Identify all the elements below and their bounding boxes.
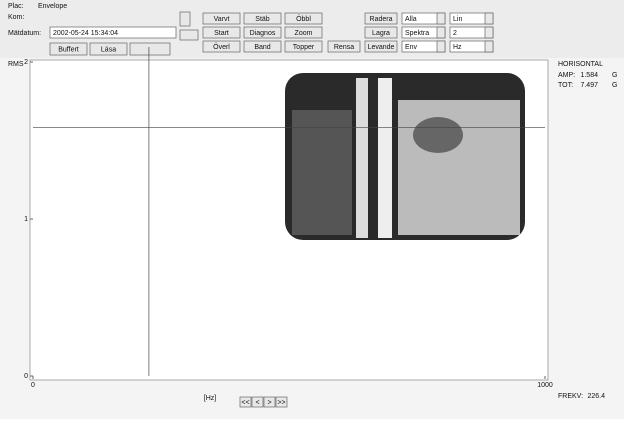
button-label: Levande (368, 44, 395, 51)
label: Plac: (8, 3, 24, 10)
dropdown-arrow[interactable] (437, 13, 445, 24)
readout-value: 226.4 (587, 393, 605, 400)
readout-unit: G (612, 72, 617, 79)
button-label: Stäb (255, 16, 270, 23)
nav-button-label: >> (277, 399, 285, 406)
step[interactable] (180, 30, 198, 40)
button-label: Zoom (295, 30, 313, 37)
dropdown-arrow[interactable] (437, 27, 445, 38)
button-label: Start (214, 30, 229, 37)
x-tick-label: 1000 (537, 382, 553, 389)
y-tick-label: 0 (24, 373, 28, 380)
photo-part (356, 78, 368, 238)
photo-part (292, 110, 352, 235)
label: Kom: (8, 14, 24, 21)
dropdown-value: Alla (405, 16, 417, 23)
readout-value: 1.584 (580, 72, 598, 79)
button-label: Band (254, 44, 270, 51)
dropdown-value: Env (405, 44, 418, 51)
window: Plac: Envelope Kom: Mätdatum: 2002-05-24… (0, 0, 624, 419)
photo-part (398, 100, 520, 235)
x-tick-label: 0 (31, 382, 35, 389)
dropdown-arrow[interactable] (485, 13, 493, 24)
readout-title: HORISONTAL (558, 61, 603, 68)
button-label: Diagnos (250, 30, 276, 37)
photo (285, 73, 525, 240)
page: Plac: Envelope Kom: Mätdatum: 2002-05-24… (0, 0, 624, 419)
dropdown-value: 2 (453, 30, 457, 37)
label: Mätdatum: (8, 30, 41, 37)
readout-value: 7.497 (580, 82, 598, 89)
y-tick-label: 2 (24, 59, 28, 66)
nav-button-label: << (241, 399, 249, 406)
photo-part (378, 78, 392, 238)
button-label: Radera (370, 16, 393, 23)
readout-unit: G (612, 82, 617, 89)
readout-label: TOT: (558, 82, 573, 89)
dropdown-arrow[interactable] (437, 41, 445, 52)
dropdown-value: Spektra (405, 30, 429, 37)
button-label: Rensa (334, 44, 354, 51)
button-label: Buffert (58, 46, 79, 53)
y-axis-label: RMS (8, 61, 24, 68)
dropdown-value: Hz (453, 44, 462, 51)
dropdown-value: Lin (453, 16, 462, 23)
dropdown-arrow[interactable] (485, 27, 493, 38)
readout-label: AMP: (558, 72, 575, 79)
spin[interactable] (180, 12, 190, 26)
button-label: Lagra (372, 30, 390, 37)
date-value: 2002-05-24 15:34:04 (53, 30, 118, 37)
value: Envelope (38, 3, 67, 10)
x-axis-label: [Hz] (204, 395, 217, 402)
button-label: Topper (293, 44, 315, 51)
nav-button-label: > (267, 399, 271, 406)
photo-part (413, 117, 463, 153)
button[interactable] (130, 43, 170, 55)
y-tick-label: 1 (24, 216, 28, 223)
dropdown-arrow[interactable] (485, 41, 493, 52)
button-label: Varvt (214, 16, 230, 23)
button-label: Överl (213, 43, 230, 51)
button-label: Öbbl (296, 15, 311, 23)
button-label: Läsa (101, 46, 116, 53)
readout-label: FREKV: (558, 393, 583, 400)
nav-button-label: < (255, 399, 259, 406)
